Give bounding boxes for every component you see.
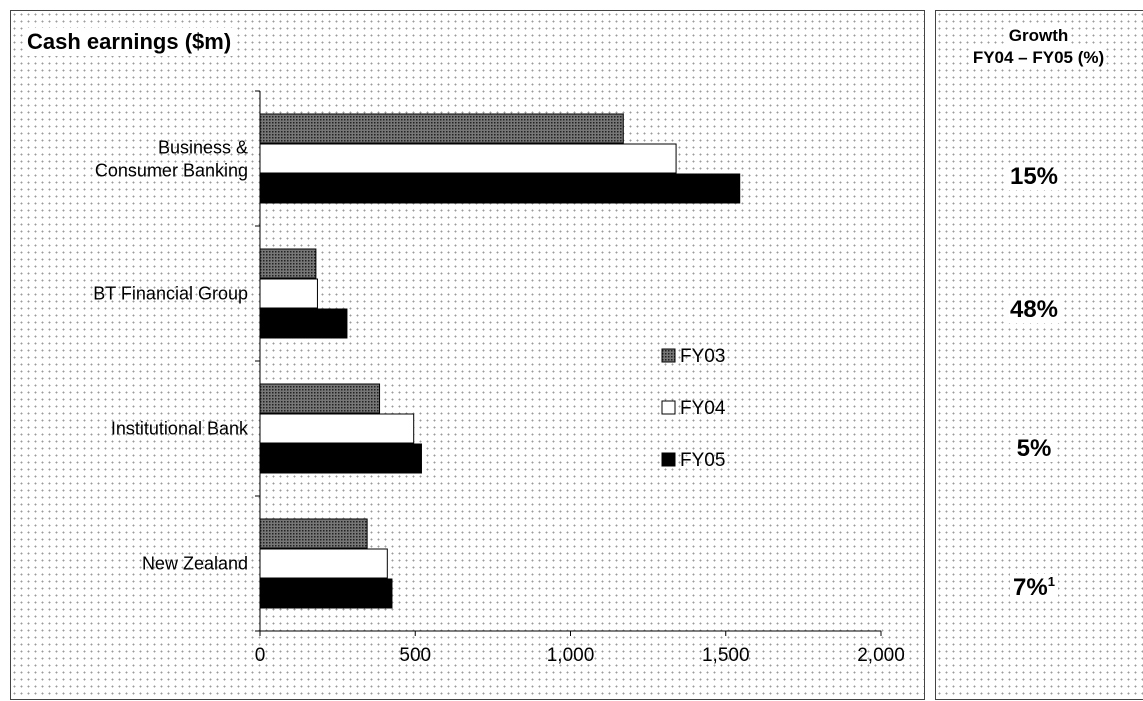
bar-fy05-2: [259, 443, 422, 474]
bar-fy05-3: [259, 578, 393, 609]
category-label-line: Consumer Banking: [95, 161, 248, 181]
x-tick-label: 1,000: [547, 645, 595, 666]
bar-fy03-1: [259, 248, 317, 279]
bar-fy04-3: [259, 548, 388, 579]
growth-header-line2: FY04 – FY05 (%): [970, 47, 1107, 69]
growth-header: Growth FY04 – FY05 (%): [936, 25, 1141, 69]
bar-fy05-1: [259, 308, 348, 339]
growth-value-institutional: 5%: [934, 435, 1134, 463]
category-label-line: Institutional Bank: [111, 419, 249, 439]
legend-label-fy04: FY04: [680, 398, 726, 419]
x-tick-label: 2,000: [857, 645, 905, 666]
legend-swatch-fy03: [661, 348, 676, 363]
growth-header-line1: Growth: [1006, 25, 1071, 47]
x-tick-label: 500: [399, 645, 431, 666]
category-label-line: Business &: [158, 138, 248, 158]
bar-fy03-2: [259, 383, 381, 414]
bars-group: [259, 113, 741, 609]
bar-fy04-1: [259, 278, 318, 309]
axes-group: [255, 90, 882, 636]
category-label-line: New Zealand: [142, 554, 248, 574]
chart-panel: Business & Consumer Banking BT Financial G…: [10, 10, 925, 700]
bar-chart: Business & Consumer Banking BT Financial G…: [93, 90, 905, 666]
bar-fy03-3: [259, 518, 368, 549]
chart-title: Cash earnings ($m): [24, 28, 235, 56]
growth-panel: Growth FY04 – FY05 (%) 15% 48% 5% 7%1: [935, 10, 1143, 700]
category-label: BT Financial Group: [93, 284, 248, 304]
legend-swatch-fy05: [661, 452, 676, 467]
category-label: Business & Consumer Banking: [95, 138, 248, 181]
growth-value-bt-financial: 48%: [934, 296, 1134, 324]
category-label: Institutional Bank: [111, 419, 249, 439]
bar-fy04-2: [259, 413, 415, 444]
growth-value-new-zealand: 7%1: [934, 574, 1134, 602]
category-label-line: BT Financial Group: [93, 284, 248, 304]
bar-fy03-0: [259, 113, 624, 144]
x-tick-labels: 0 500 1,000 1,500 2,000: [255, 645, 905, 666]
bar-fy04-0: [259, 143, 677, 174]
x-tick-label: 1,500: [702, 645, 750, 666]
x-tick-label: 0: [255, 645, 266, 666]
category-labels: Business & Consumer Banking BT Financial G…: [93, 138, 249, 574]
category-label: New Zealand: [142, 554, 248, 574]
growth-value-business-consumer: 15%: [934, 163, 1134, 191]
legend: FY03 FY04 FY05: [661, 346, 726, 471]
legend-label-fy05: FY05: [680, 450, 725, 471]
legend-swatch-fy04: [661, 400, 676, 415]
legend-label-fy03: FY03: [680, 346, 725, 367]
bar-fy05-0: [259, 173, 741, 204]
